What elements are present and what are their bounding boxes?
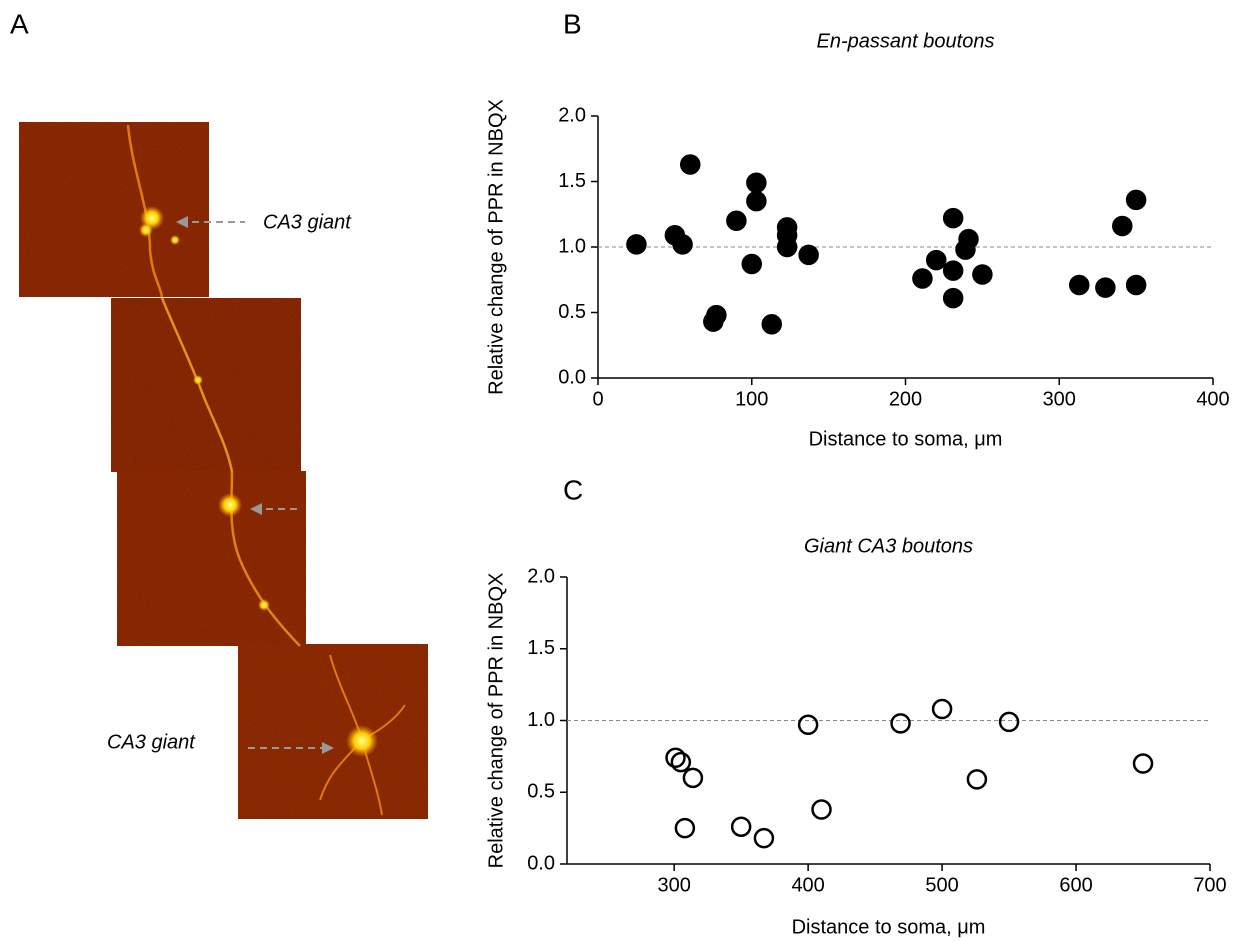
x-tick-label: 500 [925, 874, 958, 896]
data-point [1132, 753, 1154, 774]
data-point [1112, 215, 1133, 237]
y-tick-label: 0.0 [527, 852, 555, 874]
data-point [890, 713, 911, 734]
data-point [931, 698, 953, 720]
data-point [966, 769, 988, 790]
data-point [926, 249, 947, 271]
data-point [1068, 274, 1090, 296]
y-tick-label: 2.0 [527, 565, 555, 587]
x-tick-label: 400 [1196, 388, 1229, 410]
x-tick-label: 700 [1193, 874, 1226, 896]
y-tick-label: 1.5 [527, 637, 555, 659]
data-point [674, 817, 696, 839]
y-tick-label: 1.0 [527, 709, 555, 731]
data-point [746, 190, 767, 212]
data-point [1125, 274, 1147, 296]
data-point [798, 244, 819, 266]
data-point [942, 260, 964, 281]
data-point [998, 711, 1020, 733]
x-axis-label: Distance to soma, μm [809, 428, 1003, 450]
data-point [1095, 277, 1116, 298]
data-point [761, 314, 782, 335]
data-point [741, 253, 762, 275]
data-point [670, 751, 692, 773]
data-point [726, 210, 747, 232]
y-tick-label: 0.5 [527, 781, 555, 803]
panel-label: C [563, 474, 583, 505]
data-point [776, 236, 798, 258]
x-tick-label: 0 [592, 388, 603, 410]
x-tick-label: 200 [889, 388, 922, 410]
y-axis-label: Relative change of PPR in NBQX [485, 99, 507, 395]
data-point [753, 827, 775, 849]
chart-title: Giant CA3 boutons [804, 535, 973, 557]
x-tick-label: 300 [1043, 388, 1076, 410]
data-point [680, 154, 701, 175]
data-point [682, 767, 704, 789]
x-axis-label: Distance to soma, μm [792, 916, 986, 938]
micrographs [19, 122, 428, 819]
y-tick-label: 0.5 [558, 301, 586, 323]
data-point [746, 172, 767, 194]
data-point [730, 816, 752, 837]
data-point [912, 268, 933, 289]
data-point [1125, 189, 1147, 211]
image-annotation: CA3 giant [263, 211, 352, 233]
x-tick-label: 600 [1059, 874, 1092, 896]
data-point [942, 287, 964, 309]
data-point [811, 799, 832, 820]
data-point [958, 228, 979, 250]
panel-label: B [563, 8, 582, 39]
data-point [665, 747, 686, 769]
x-tick-label: 400 [791, 874, 824, 896]
y-tick-label: 1.0 [558, 235, 586, 257]
data-point [797, 714, 819, 736]
data-point [706, 304, 727, 326]
x-tick-label: 300 [657, 874, 690, 896]
data-point [626, 234, 647, 255]
data-point [672, 234, 693, 255]
y-tick-label: 2.0 [558, 104, 586, 126]
y-axis-label: Relative change of PPR in NBQX [485, 573, 507, 869]
y-tick-label: 1.5 [558, 170, 586, 192]
x-tick-label: 100 [735, 388, 768, 410]
data-point [942, 207, 964, 229]
data-point [972, 264, 993, 285]
panel-label: A [10, 8, 29, 39]
image-annotation: CA3 giant [107, 731, 196, 753]
chart-title: En-passant boutons [817, 30, 995, 52]
y-tick-label: 0.0 [558, 366, 586, 388]
